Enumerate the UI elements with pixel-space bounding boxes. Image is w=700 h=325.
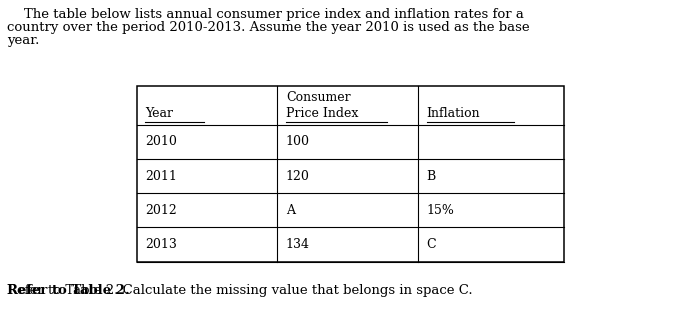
Text: C: C: [427, 238, 436, 251]
Text: Year: Year: [145, 108, 173, 121]
Text: 2012: 2012: [145, 204, 176, 217]
Text: 120: 120: [286, 170, 309, 183]
Text: Refer to Table 2.: Refer to Table 2.: [7, 284, 130, 297]
Text: 15%: 15%: [427, 204, 454, 217]
Text: 2011: 2011: [145, 170, 177, 183]
Text: 134: 134: [286, 238, 310, 251]
Text: 100: 100: [286, 135, 310, 148]
Text: 2010: 2010: [145, 135, 177, 148]
Text: Inflation: Inflation: [427, 108, 480, 121]
Text: Consumer: Consumer: [286, 91, 351, 104]
Text: B: B: [427, 170, 436, 183]
Text: country over the period 2010-2013. Assume the year 2010 is used as the base: country over the period 2010-2013. Assum…: [7, 21, 530, 34]
Text: A: A: [286, 204, 295, 217]
Text: Refer to Table 2. Calculate the missing value that belongs in space C.: Refer to Table 2. Calculate the missing …: [7, 284, 472, 297]
Text: The table below lists annual consumer price index and inflation rates for a: The table below lists annual consumer pr…: [7, 8, 524, 21]
Text: Price Index: Price Index: [286, 108, 358, 121]
Text: year.: year.: [7, 34, 39, 47]
Text: 2013: 2013: [145, 238, 177, 251]
